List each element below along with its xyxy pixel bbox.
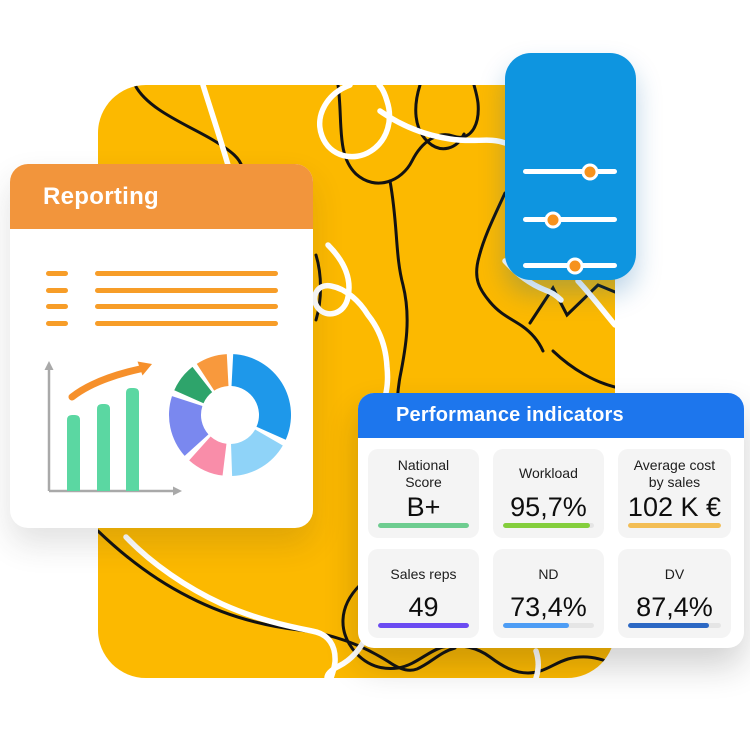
skeleton-line xyxy=(95,304,278,309)
slider-3-knob[interactable] xyxy=(566,257,584,274)
kpi-progress-track xyxy=(502,623,594,629)
slider-2-track[interactable] xyxy=(523,211,617,228)
kpi-progress-fill xyxy=(378,623,469,629)
kpi-tile-nd: ND 73,4% xyxy=(492,549,604,639)
kpi-label: Workload xyxy=(518,465,578,482)
map-roads xyxy=(98,85,615,678)
kpi-value: 73,4% xyxy=(510,592,587,623)
map-roads-dark xyxy=(98,85,615,675)
reporting-card: Reporting xyxy=(10,164,313,528)
performance-card: Performance indicators National Score B+ W… xyxy=(358,393,744,648)
slider-1-track[interactable] xyxy=(523,163,617,180)
bar-3 xyxy=(126,388,139,491)
kpi-tile-sales-reps: Sales reps 49 xyxy=(368,549,479,639)
skeleton-dash xyxy=(46,304,68,309)
donut-chart-icon xyxy=(169,354,291,476)
slider-1-knob[interactable] xyxy=(581,163,599,180)
reporting-card-title: Reporting xyxy=(43,182,160,210)
slider-3-track[interactable] xyxy=(523,257,617,274)
skeleton-dash xyxy=(46,320,68,326)
kpi-value: 87,4% xyxy=(636,592,713,623)
donut-segment-3 xyxy=(189,436,227,476)
kpi-progress-track xyxy=(627,623,721,629)
kpi-label: ND xyxy=(538,565,559,582)
kpi-value: 102 K € xyxy=(627,492,721,523)
kpi-progress-fill xyxy=(502,623,570,629)
kpi-label: Sales reps xyxy=(390,565,457,582)
donut-segment-2 xyxy=(231,429,283,476)
kpi-tile-national-score: National Score B+ xyxy=(368,449,479,539)
kpi-progress-fill xyxy=(627,623,709,629)
trend-arrow-icon xyxy=(68,365,144,401)
kpi-value: 49 xyxy=(408,592,439,623)
skeleton-row xyxy=(46,287,278,293)
performance-card-title: Performance indicators xyxy=(396,404,624,426)
kpi-progress-track xyxy=(378,623,469,629)
mini-bar-chart xyxy=(44,361,182,496)
skeleton-line xyxy=(95,287,278,293)
performance-card-header: Performance indicators xyxy=(358,393,744,438)
skeleton-line xyxy=(95,320,278,326)
slider-2-knob[interactable] xyxy=(544,211,562,228)
skeleton-line xyxy=(95,271,278,276)
kpi-progress-fill xyxy=(627,523,721,529)
kpi-progress-track xyxy=(378,523,469,529)
text-skeleton xyxy=(46,271,278,326)
filters-panel xyxy=(505,53,636,280)
kpi-tile-dv: DV 87,4% xyxy=(617,549,731,639)
kpi-tile-grid: National Score B+ Workload 95,7% Average cos… xyxy=(368,449,731,639)
kpi-value: B+ xyxy=(406,492,441,523)
kpi-progress-track xyxy=(627,523,721,529)
skeleton-row xyxy=(46,271,278,276)
kpi-label: DV xyxy=(664,565,685,582)
donut-segment-4 xyxy=(169,396,209,456)
kpi-label: Average cost by sales xyxy=(633,457,716,491)
kpi-progress-fill xyxy=(378,523,469,529)
kpi-tile-workload: Workload 95,7% xyxy=(492,449,604,539)
kpi-tile-average-cost-by-sales: Average cost by sales 102 K € xyxy=(617,449,731,539)
skeleton-dash xyxy=(46,287,68,293)
kpi-value: 95,7% xyxy=(510,492,587,522)
donut-segment-1 xyxy=(231,354,291,440)
bar-1 xyxy=(67,415,80,491)
kpi-progress-track xyxy=(502,523,594,529)
bar-2 xyxy=(97,404,110,491)
kpi-label: National Score xyxy=(397,457,450,491)
skeleton-row xyxy=(46,320,278,326)
skeleton-row xyxy=(46,304,278,309)
reporting-card-header: Reporting xyxy=(10,164,313,229)
donut-segment-6 xyxy=(196,354,229,391)
skeleton-dash xyxy=(46,271,68,276)
donut-segment-5 xyxy=(174,366,213,404)
trend-arrow-head xyxy=(137,361,152,376)
kpi-progress-fill xyxy=(502,523,591,529)
